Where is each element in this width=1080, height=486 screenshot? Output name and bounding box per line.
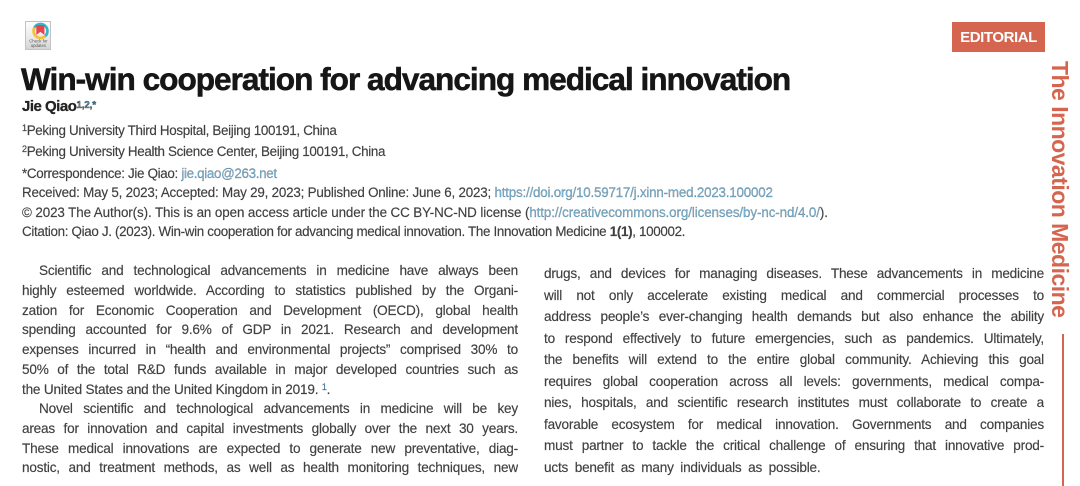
svg-text:updates: updates <box>31 43 46 48</box>
svg-text:Check for: Check for <box>29 39 48 44</box>
